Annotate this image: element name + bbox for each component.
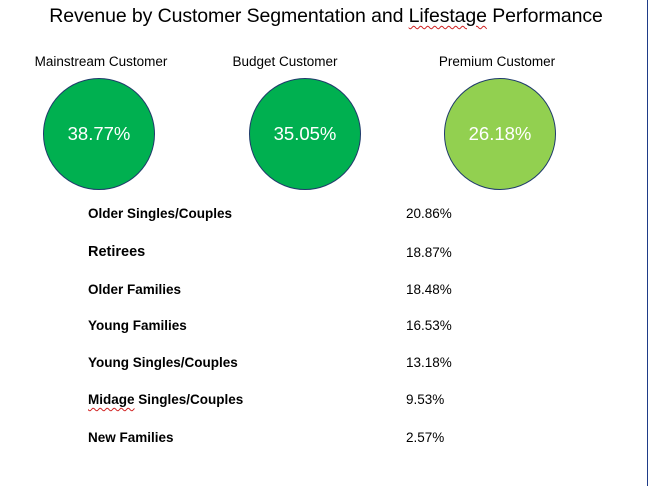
title-text-end: Performance — [486, 5, 603, 27]
title-text-start: Revenue by Customer Segmentation and — [49, 5, 409, 27]
title-spellcheck-word: Lifestage — [408, 5, 487, 27]
page-title: Revenue by Customer Segmentation and Lif… — [0, 5, 652, 28]
lifestage-value: 13.18% — [406, 355, 452, 370]
segment-label-premium: Premium Customer — [438, 54, 556, 69]
lifestage-value: 18.87% — [406, 245, 452, 260]
segment-circle-budget: 35.05% — [249, 78, 361, 190]
lifestage-value: 2.57% — [406, 430, 445, 445]
lifestage-value: 18.48% — [406, 282, 452, 297]
lifestage-label: Older Singles/Couples — [88, 206, 233, 221]
lifestage-value: 20.86% — [406, 206, 452, 221]
segment-label-mainstream: Mainstream Customer — [34, 54, 168, 69]
lifestage-label: Young Families — [88, 318, 187, 333]
lifestage-value: 16.53% — [406, 318, 452, 333]
lifestage-label: Midage Singles/Couples — [88, 392, 243, 407]
segment-circle-mainstream: 38.77% — [43, 78, 155, 190]
segment-value-premium: 26.18% — [468, 123, 532, 144]
segment-label-budget: Budget Customer — [232, 54, 338, 69]
segment-value-mainstream: 38.77% — [67, 123, 131, 144]
lifestage-label: Retirees — [88, 244, 146, 260]
segment-circle-premium: 26.18% — [444, 78, 556, 190]
lifestage-spellcheck-word: Midage — [88, 392, 135, 407]
lifestage-label-rest: Singles/Couples — [134, 392, 244, 407]
lifestage-label: Young Singles/Couples — [88, 355, 238, 370]
lifestage-value: 9.53% — [406, 392, 445, 407]
lifestage-label: Older Families — [88, 282, 182, 297]
lifestage-label: New Families — [88, 430, 174, 445]
segment-value-budget: 35.05% — [273, 123, 337, 144]
page-edge-line — [647, 0, 648, 486]
